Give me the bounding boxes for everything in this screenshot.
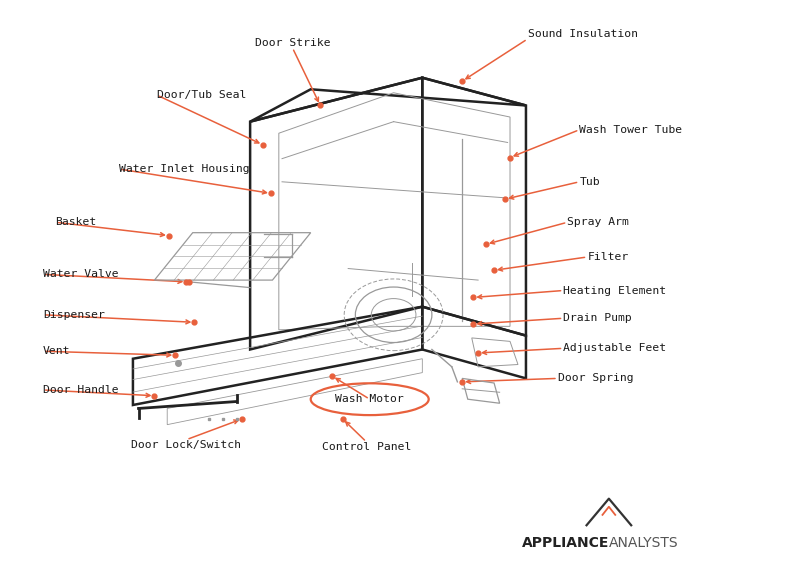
Text: Filter: Filter [587, 252, 629, 262]
Text: Sound Insulation: Sound Insulation [527, 29, 638, 39]
Text: Door Handle: Door Handle [43, 385, 118, 395]
Text: Vent: Vent [43, 346, 70, 356]
Text: ANALYSTS: ANALYSTS [609, 536, 678, 550]
Text: Heating Element: Heating Element [563, 285, 666, 296]
Text: Wash Tower Tube: Wash Tower Tube [579, 125, 682, 135]
Text: Wash Motor: Wash Motor [335, 394, 404, 404]
Text: APPLIANCE: APPLIANCE [522, 536, 609, 550]
Text: Spray Arm: Spray Arm [567, 217, 630, 227]
Text: Water Inlet Housing: Water Inlet Housing [119, 164, 250, 174]
Text: Tub: Tub [579, 177, 600, 187]
Text: Dispenser: Dispenser [43, 310, 105, 320]
Text: Door Strike: Door Strike [254, 38, 330, 48]
Text: Door/Tub Seal: Door/Tub Seal [157, 90, 246, 100]
Text: Basket: Basket [55, 217, 97, 227]
Text: Door Lock/Switch: Door Lock/Switch [131, 440, 242, 450]
Text: Water Valve: Water Valve [43, 270, 118, 279]
Text: Adjustable Feet: Adjustable Feet [563, 343, 666, 353]
Text: Door Spring: Door Spring [558, 374, 634, 383]
Text: Control Panel: Control Panel [322, 442, 411, 452]
Text: Drain Pump: Drain Pump [563, 313, 632, 323]
